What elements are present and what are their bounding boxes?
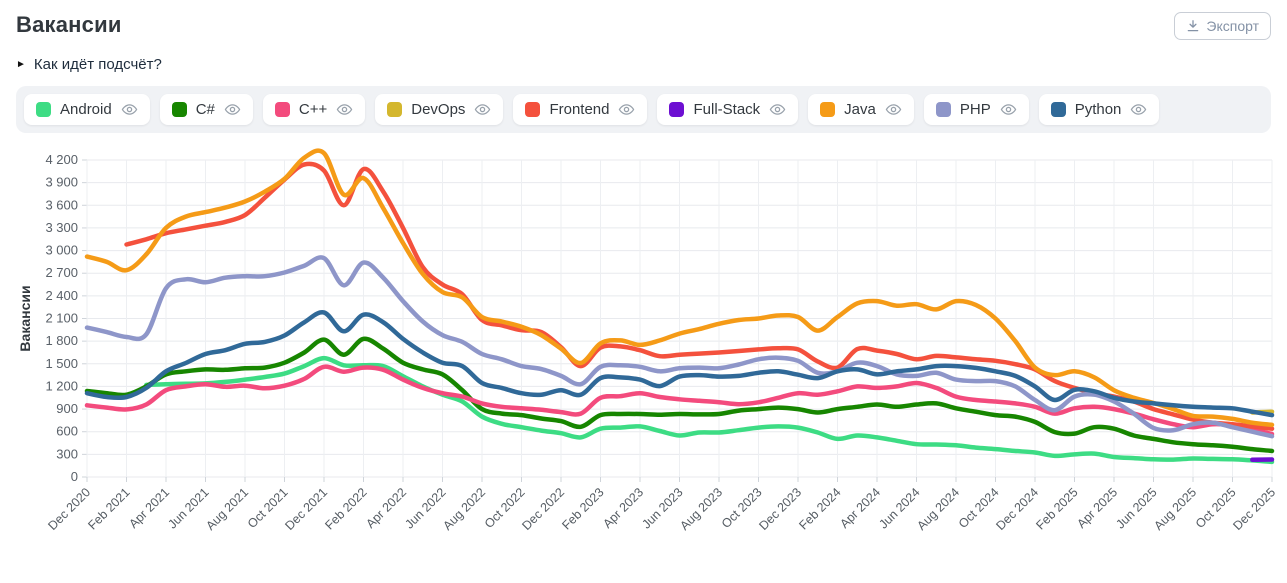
series-color-swatch	[669, 102, 685, 117]
series-color-swatch	[274, 102, 290, 117]
x-tick-label: Feb 2021	[85, 485, 132, 532]
y-tick-label: 1 200	[45, 378, 78, 393]
x-tick-label: Feb 2023	[559, 485, 606, 532]
y-tick-label: 4 200	[45, 152, 78, 167]
visibility-eye-icon[interactable]	[121, 101, 138, 118]
series-line-python[interactable]	[84, 310, 1275, 418]
legend-chip-python[interactable]: Python	[1038, 94, 1160, 125]
x-tick-label: Aug 2025	[1151, 485, 1199, 533]
y-tick-label: 2 100	[45, 311, 78, 326]
how-counted-label: Как идёт подсчёт?	[33, 56, 162, 73]
series-label: C#	[195, 101, 215, 118]
download-icon	[1186, 19, 1200, 33]
x-tick-label: Dec 2024	[993, 485, 1041, 533]
export-button[interactable]: Экспорт	[1174, 12, 1271, 40]
series-line-php[interactable]	[84, 255, 1275, 439]
series-label: Frontend	[549, 101, 610, 118]
y-tick-label: 3 300	[45, 220, 78, 235]
series-legend: Android C# C++ DevOps Frontend Full-Stack Java…	[16, 86, 1271, 133]
visibility-eye-icon[interactable]	[1000, 101, 1017, 118]
chart-canvas[interactable]: 0 300 600 900 1 200 1 500 1 800 2 100 2 400 2 700…	[0, 137, 1287, 560]
vacancies-chart[interactable]: 0 300 600 900 1 200 1 500 1 800 2 100 2 400 2 700…	[0, 137, 1287, 565]
visibility-eye-icon[interactable]	[618, 101, 635, 118]
y-tick-label: 300	[56, 446, 78, 461]
x-tick-label: Dec 2021	[282, 485, 330, 533]
series-label: DevOps	[411, 101, 466, 118]
y-tick-label: 3 600	[45, 197, 78, 212]
y-tick-label: 0	[71, 469, 78, 484]
series-color-swatch	[820, 102, 836, 117]
series-label: Python	[1074, 101, 1122, 118]
x-tick-label: Feb 2025	[1033, 485, 1080, 532]
series-color-swatch	[36, 102, 51, 117]
y-tick-label: 2 700	[45, 265, 78, 280]
disclosure-triangle-icon: ►	[16, 59, 26, 70]
x-tick-label: Aug 2024	[914, 485, 962, 533]
y-tick-label: 3 000	[45, 243, 78, 258]
legend-chip-devops[interactable]: DevOps	[375, 94, 504, 125]
x-tick-label: Apr 2023	[600, 485, 646, 531]
y-tick-label: 600	[56, 424, 78, 439]
series-color-swatch	[525, 102, 541, 117]
x-tick-label: Apr 2024	[837, 485, 883, 531]
series-line-android[interactable]	[144, 355, 1275, 465]
series-label: Android	[60, 101, 112, 118]
y-tick-label: 3 900	[45, 175, 78, 190]
series-line-c-[interactable]	[84, 364, 1275, 437]
x-tick-label: Dec 2020	[45, 485, 93, 533]
legend-chip-c-[interactable]: C#	[159, 94, 253, 125]
series-line-java[interactable]	[84, 148, 1275, 428]
series-color-swatch	[387, 102, 403, 117]
y-axis-title: Вакансии	[17, 285, 33, 351]
series-label: C++	[298, 101, 328, 118]
x-tick-label: Dec 2022	[519, 485, 567, 533]
series-label: Java	[844, 101, 876, 118]
y-tick-label: 1 500	[45, 356, 78, 371]
series-label: Full-Stack	[693, 101, 761, 118]
export-button-label: Экспорт	[1206, 18, 1259, 34]
x-tick-label: Feb 2024	[796, 485, 843, 532]
x-tick-label: Dec 2023	[756, 485, 804, 533]
x-tick-label: Apr 2025	[1074, 485, 1120, 531]
legend-chip-java[interactable]: Java	[808, 94, 914, 125]
y-tick-label: 1 800	[45, 333, 78, 348]
visibility-eye-icon[interactable]	[336, 101, 353, 118]
x-tick-label: Dec 2025	[1230, 485, 1278, 533]
x-tick-label: Aug 2023	[677, 485, 725, 533]
y-tick-label: 900	[56, 401, 78, 416]
page-title: Вакансии	[16, 12, 122, 37]
x-tick-label: Feb 2022	[322, 485, 369, 532]
visibility-eye-icon[interactable]	[885, 101, 902, 118]
series-color-swatch	[171, 102, 187, 117]
visibility-eye-icon[interactable]	[1130, 101, 1147, 118]
series-color-swatch	[935, 102, 951, 117]
legend-chip-c-[interactable]: C++	[262, 94, 366, 125]
series-line-c-[interactable]	[84, 336, 1275, 454]
legend-chip-frontend[interactable]: Frontend	[513, 94, 648, 125]
series-label: PHP	[959, 101, 991, 118]
legend-chip-android[interactable]: Android	[24, 94, 150, 125]
x-tick-label: Apr 2021	[126, 485, 172, 531]
visibility-eye-icon[interactable]	[224, 101, 241, 118]
x-tick-label: Aug 2021	[203, 485, 251, 533]
visibility-eye-icon[interactable]	[769, 101, 786, 118]
series-color-swatch	[1050, 102, 1066, 117]
visibility-eye-icon[interactable]	[474, 101, 491, 118]
x-tick-label: Aug 2022	[440, 485, 488, 533]
legend-chip-php[interactable]: PHP	[923, 94, 1029, 125]
legend-chip-full-stack[interactable]: Full-Stack	[657, 94, 799, 125]
x-tick-label: Apr 2022	[363, 485, 409, 531]
page-header: Вакансии Экспорт	[0, 0, 1287, 40]
how-counted-toggle[interactable]: ► Как идёт подсчёт?	[0, 40, 1287, 73]
y-tick-label: 2 400	[45, 288, 78, 303]
